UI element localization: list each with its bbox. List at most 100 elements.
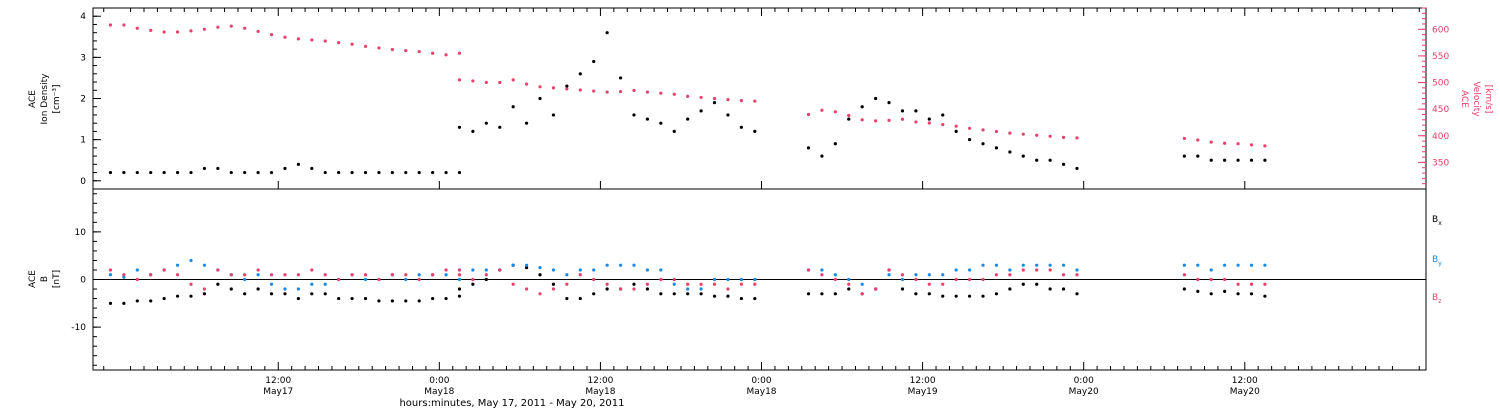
bz-point	[632, 287, 636, 291]
bz-point	[1249, 282, 1254, 286]
density-point	[1008, 150, 1012, 154]
bz-point	[874, 287, 878, 291]
by-point	[1263, 263, 1267, 267]
by-point	[994, 263, 999, 267]
velocity-point	[149, 28, 153, 32]
bx-point	[847, 287, 851, 291]
density-tick-label: 0	[80, 177, 86, 187]
density-point	[981, 142, 985, 146]
legend-bz-sub: z	[1438, 298, 1441, 305]
bz-point	[954, 277, 958, 282]
bx-point	[927, 292, 931, 296]
bz-point	[363, 273, 368, 277]
bx-point	[605, 287, 609, 291]
by-point	[511, 263, 515, 267]
velocity-point	[390, 47, 394, 52]
velocity-label-unit: [km/s]	[1483, 85, 1493, 114]
density-point	[632, 113, 636, 117]
velocity-point	[457, 78, 462, 82]
velocity-point	[1236, 142, 1240, 146]
velocity-point	[377, 46, 381, 50]
by-point	[726, 277, 730, 282]
bx-point	[1249, 292, 1254, 296]
velocity-point	[927, 121, 931, 125]
bx-point	[444, 296, 448, 301]
by-point	[1021, 263, 1025, 267]
bx-point	[256, 287, 260, 291]
by-point	[833, 273, 837, 277]
density-point	[1209, 158, 1213, 162]
bx-point	[363, 296, 368, 301]
bx-point	[457, 287, 462, 291]
density-point	[149, 170, 153, 175]
density-point	[941, 113, 945, 117]
velocity-point	[269, 33, 274, 37]
bz-point	[1209, 277, 1213, 282]
velocity-point	[431, 51, 435, 55]
density-point	[645, 117, 650, 121]
density-point	[444, 170, 448, 175]
bz-point	[565, 282, 569, 286]
bz-point	[1008, 273, 1012, 277]
density-point	[283, 166, 287, 171]
bz-point	[686, 282, 690, 286]
bx-point	[1196, 289, 1200, 294]
density-point	[874, 96, 878, 101]
bx-point	[1021, 282, 1025, 286]
bz-point	[860, 292, 864, 296]
density-point	[860, 105, 864, 109]
by-point	[659, 268, 663, 272]
velocity-point	[471, 79, 475, 83]
density-point	[994, 146, 999, 150]
bx-point	[1048, 287, 1052, 291]
velocity-point	[1223, 141, 1227, 145]
bx-point	[645, 287, 650, 291]
velocity-point	[994, 129, 999, 134]
by-point	[1196, 263, 1200, 267]
bx-point	[457, 294, 462, 298]
by-point	[699, 287, 703, 291]
by-point	[605, 263, 609, 267]
bx-point	[296, 296, 300, 301]
velocity-point	[256, 29, 260, 34]
velocity-point	[457, 51, 462, 55]
by-point	[202, 263, 207, 267]
bx-point	[337, 296, 341, 301]
velocity-point	[498, 80, 502, 85]
density-point	[202, 166, 207, 171]
bz-point	[1196, 277, 1200, 282]
x-tick-time-label: 12:00	[1232, 376, 1258, 386]
by-point	[363, 277, 368, 282]
by-point	[1048, 263, 1052, 267]
by-point	[1075, 268, 1079, 272]
bx-point	[283, 292, 287, 296]
bz-point	[847, 282, 851, 286]
x-tick-time-label: 12:00	[587, 376, 613, 386]
by-point	[914, 273, 918, 277]
bz-point	[592, 277, 596, 282]
density-point	[269, 170, 274, 175]
by-point	[457, 277, 462, 282]
bz-point	[149, 273, 153, 277]
bz-point	[820, 273, 824, 277]
velocity-point	[967, 126, 972, 130]
bx-point	[484, 277, 488, 282]
density-point	[672, 129, 676, 134]
bz-point	[699, 282, 703, 286]
density-label-ace: ACE	[28, 90, 38, 108]
by-point	[712, 277, 717, 282]
velocity-tick-label: 400	[1432, 132, 1449, 142]
velocity-point	[1008, 131, 1012, 135]
bz-point	[511, 282, 515, 286]
density-point	[1196, 154, 1200, 158]
velocity-point	[699, 95, 703, 100]
density-point	[390, 170, 394, 175]
bx-point	[551, 282, 556, 286]
bz-point	[1263, 282, 1267, 286]
density-point	[538, 96, 542, 101]
bz-point	[269, 273, 274, 277]
bz-point	[243, 273, 247, 277]
density-point	[243, 170, 247, 175]
velocity-point	[229, 24, 233, 28]
